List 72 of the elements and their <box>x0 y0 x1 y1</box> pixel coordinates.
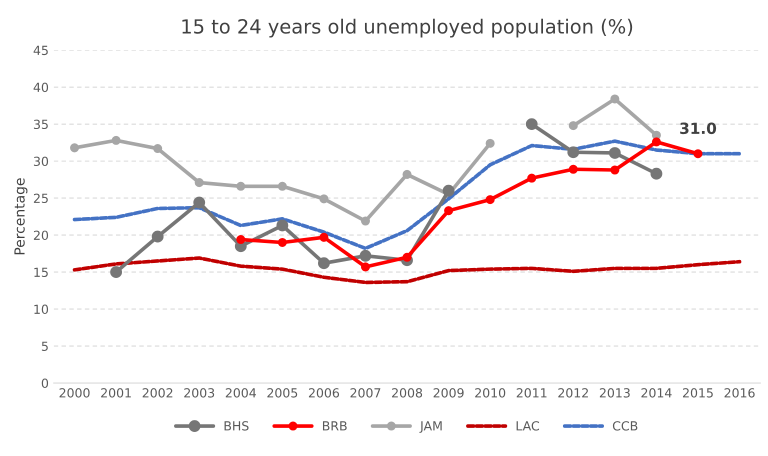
y-tick-label: 45 <box>34 46 48 56</box>
data-label: 31.0 <box>680 122 716 134</box>
y-tick-label: 40 <box>34 82 48 92</box>
point <box>486 195 495 204</box>
point <box>318 257 330 270</box>
x-tick-label: 2004 <box>226 388 256 398</box>
point <box>153 144 162 154</box>
point <box>567 146 580 158</box>
point <box>276 220 288 232</box>
point <box>278 238 287 248</box>
point <box>110 266 122 278</box>
point <box>70 143 80 152</box>
x-tick-label: 2016 <box>724 388 755 398</box>
x-tick-label: 2013 <box>600 388 630 398</box>
point <box>442 184 455 197</box>
legend-label: JAM <box>419 421 442 433</box>
point <box>152 230 164 242</box>
line-series <box>72 256 742 284</box>
x-tick-label: 2005 <box>267 388 298 398</box>
point <box>527 174 536 183</box>
x-tick-label: 2002 <box>142 388 172 398</box>
point <box>402 170 412 179</box>
y-tick-label: 35 <box>34 120 48 130</box>
point <box>360 250 372 262</box>
point <box>486 138 495 148</box>
point <box>319 232 328 242</box>
point <box>444 206 454 216</box>
x-tick-label: 2011 <box>516 388 546 398</box>
y-tick-label: 5 <box>42 342 48 351</box>
x-tick-label: 2006 <box>308 388 340 398</box>
point <box>650 168 662 180</box>
point <box>193 196 206 208</box>
point <box>236 235 246 244</box>
x-tick-label: 2007 <box>350 388 380 398</box>
x-tick-label: 2010 <box>475 388 506 398</box>
point <box>360 262 370 272</box>
line-series <box>72 139 742 250</box>
point <box>652 137 661 146</box>
point <box>112 136 121 145</box>
x-tick-label: 2003 <box>184 388 214 398</box>
y-tick-label: 0 <box>42 378 48 388</box>
y-tick-label: 10 <box>34 304 48 314</box>
y-tick-label: 25 <box>34 194 48 204</box>
legend-label: CCB <box>612 421 638 431</box>
y-tick-label: 20 <box>34 230 48 240</box>
x-tick-label: 2015 <box>682 388 713 398</box>
legend-label: BRB <box>322 421 347 430</box>
x-tick-label: 2008 <box>392 388 422 398</box>
point <box>402 252 412 262</box>
x-tick-label: 2009 <box>434 388 464 398</box>
point <box>526 118 538 130</box>
point <box>610 94 620 104</box>
point <box>236 182 246 191</box>
x-tick-label: 2000 <box>60 388 90 398</box>
point <box>278 182 287 191</box>
y-axis-title: Percentage <box>14 178 28 254</box>
legend-label: LAC <box>516 421 540 431</box>
x-tick-label: 2014 <box>641 388 672 398</box>
point <box>568 121 578 130</box>
point <box>360 216 370 226</box>
point <box>194 178 204 188</box>
y-tick-label: 30 <box>34 156 48 166</box>
point <box>610 165 620 175</box>
x-tick-label: 2012 <box>558 388 588 398</box>
point <box>608 147 621 159</box>
legend-label: BHS <box>224 421 249 431</box>
point <box>568 164 578 174</box>
x-tick-label: 2001 <box>101 388 131 398</box>
chart-title: 15 to 24 years old unemployed population (%) <box>182 18 632 38</box>
point <box>319 194 328 204</box>
y-tick-label: 15 <box>34 268 48 278</box>
point <box>693 149 702 158</box>
